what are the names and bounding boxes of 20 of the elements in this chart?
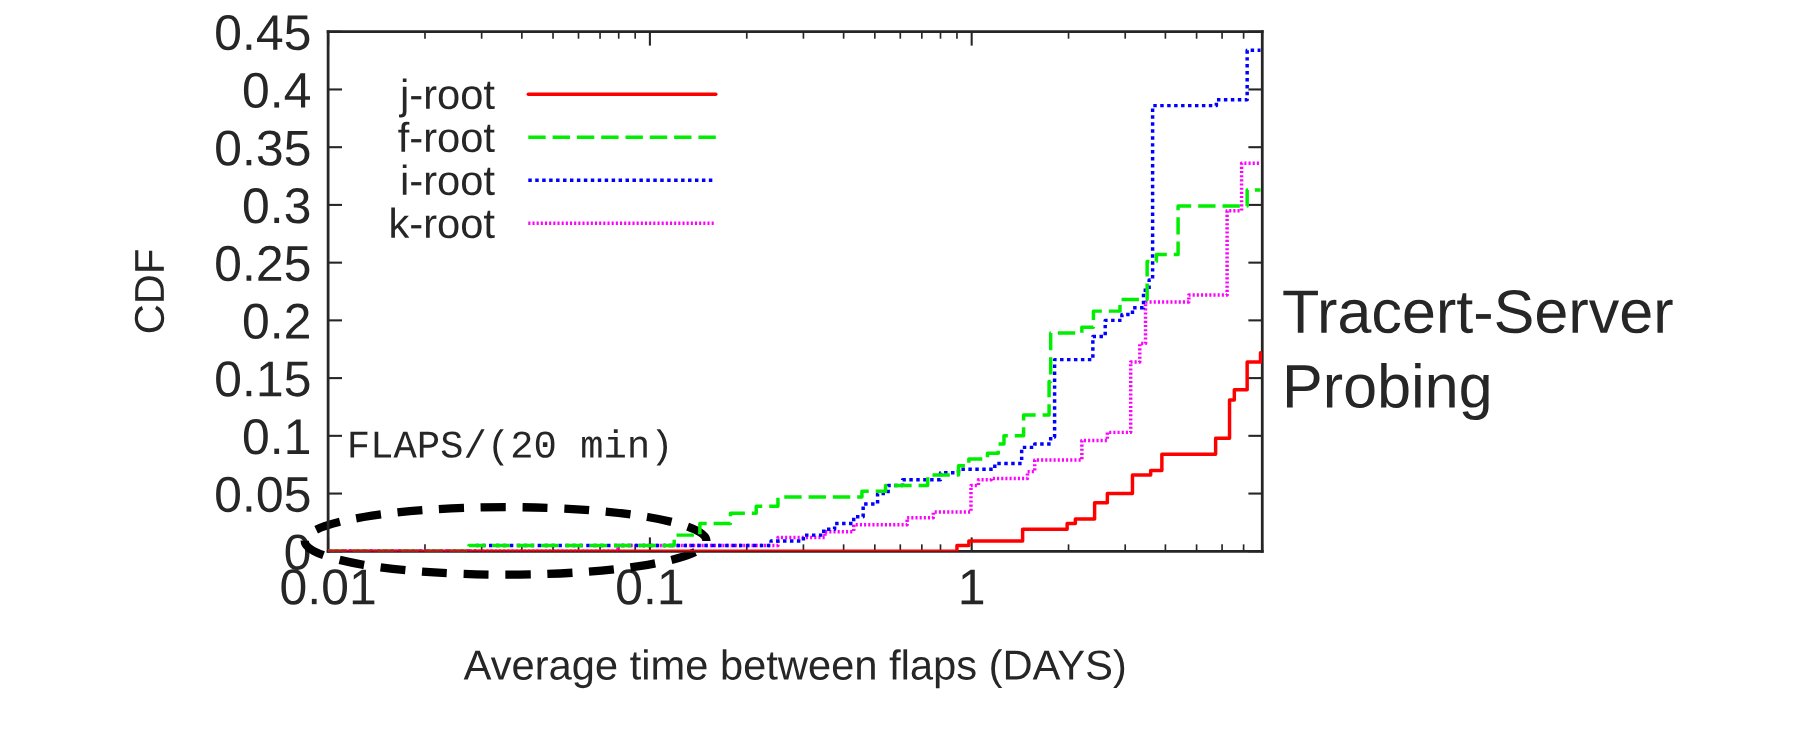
- y-tick-label: 0.4: [243, 72, 310, 109]
- y-tick-label: 0.05: [216, 476, 310, 513]
- y-axis-title: CDF: [134, 250, 165, 333]
- y-tick-label: 0.15: [216, 361, 310, 397]
- y-tick-label: 0.25: [216, 245, 310, 282]
- legend-label: f-root: [398, 121, 495, 153]
- y-tick-label: 0.45: [216, 14, 310, 51]
- legend-label: k-root: [391, 207, 495, 239]
- x-axis-title: Average time between flaps (DAYS): [463, 649, 1125, 689]
- y-tick-label: 0.1: [243, 419, 310, 455]
- legend-label: j-root: [399, 78, 495, 118]
- y-tick-label: 0.2: [243, 303, 309, 339]
- y-tick-label: 0.35: [216, 130, 310, 166]
- legend-label: i-root: [402, 164, 495, 196]
- annotation: FLAPS/(20 min): [350, 429, 667, 466]
- y-tick-label: 0.3: [243, 188, 310, 224]
- text: Tracert-Server Probing: [1283, 290, 1673, 421]
- x-tick-label: 0.1: [617, 569, 683, 605]
- x-tick-label: 0.01: [281, 569, 375, 605]
- x-tick-label: 1: [961, 569, 984, 605]
